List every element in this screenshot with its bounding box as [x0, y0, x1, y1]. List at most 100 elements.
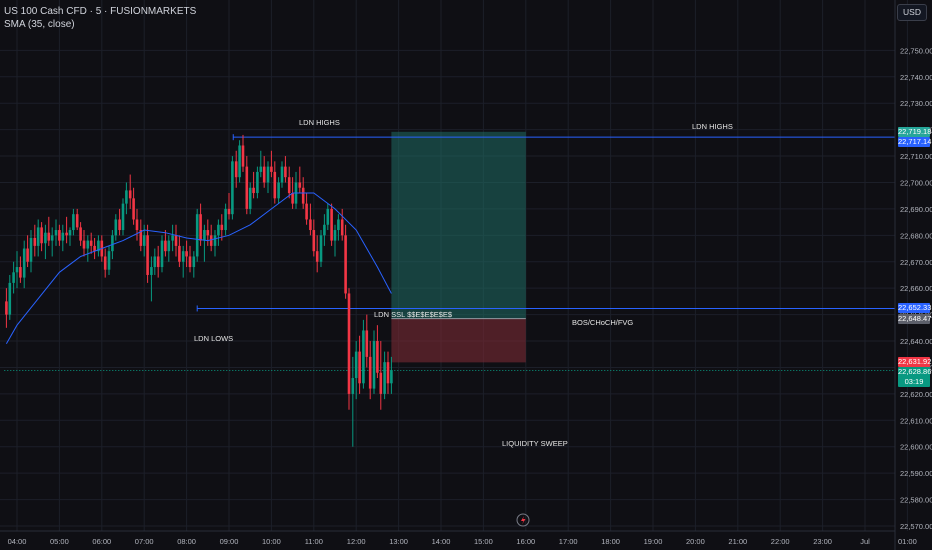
- candle: [333, 224, 337, 257]
- price-label-value: 22,628.86: [898, 367, 932, 377]
- candle: [171, 224, 174, 252]
- candle: [238, 140, 241, 183]
- candle-body: [351, 378, 355, 394]
- price-label: 22,648.47: [898, 313, 932, 324]
- candle-body: [195, 214, 199, 257]
- candle-body: [252, 187, 255, 194]
- y-tick-label: 22,700.00: [900, 178, 932, 187]
- candle-body: [33, 237, 37, 246]
- candle: [199, 203, 202, 246]
- candle-body: [241, 145, 245, 167]
- candle-body: [248, 187, 252, 209]
- annotation-ldn-lows: LDN LOWS: [194, 334, 234, 343]
- candle: [93, 237, 96, 260]
- candle-body: [178, 245, 181, 262]
- candle-body: [386, 362, 390, 384]
- position-zones: [391, 131, 526, 363]
- price-label-value: 22,631.92: [898, 357, 932, 367]
- candle-body: [79, 227, 82, 241]
- candle: [284, 156, 287, 183]
- candle-body: [231, 161, 234, 215]
- price-label-value: 22,652.33: [898, 303, 932, 313]
- price-label: 22,717.14: [898, 136, 932, 147]
- horizontal-levels: [4, 134, 895, 371]
- x-tick-label: 01:00: [898, 537, 917, 546]
- candle: [298, 166, 302, 194]
- candle: [47, 216, 51, 246]
- price-label-value: 22,648.47: [898, 313, 932, 323]
- candle-body: [262, 166, 266, 183]
- candle: [368, 341, 372, 400]
- candle-body: [160, 240, 164, 268]
- candle: [19, 256, 22, 283]
- candle-body: [188, 256, 192, 268]
- candle-body: [266, 166, 270, 183]
- candle-body: [284, 166, 287, 178]
- candle-body: [199, 214, 202, 241]
- candle-body: [209, 235, 213, 246]
- candle: [203, 224, 206, 262]
- candle: [58, 224, 61, 246]
- candle: [103, 248, 107, 278]
- candle-body: [273, 171, 277, 199]
- candle-body: [234, 161, 238, 178]
- candle: [146, 224, 149, 283]
- candle: [82, 230, 86, 257]
- candle: [118, 208, 121, 236]
- price-label: 22,652.33: [898, 303, 932, 314]
- candle: [153, 248, 157, 275]
- candle-body: [372, 341, 376, 389]
- price-label-value: 22,717.14: [898, 136, 932, 146]
- candle-body: [347, 293, 351, 394]
- candle: [326, 203, 330, 231]
- candle: [40, 222, 43, 252]
- y-tick-label: 22,680.00: [900, 231, 932, 240]
- candle-body: [135, 219, 139, 231]
- y-tick-label: 22,660.00: [900, 284, 932, 293]
- candle-body: [36, 227, 40, 246]
- x-tick-label: 09:00: [220, 537, 239, 546]
- candle-body: [89, 240, 93, 246]
- candle-body: [213, 235, 217, 246]
- candle-body: [245, 166, 249, 209]
- candle: [150, 256, 153, 302]
- candle: [287, 166, 291, 199]
- x-tick-label: 20:00: [686, 537, 705, 546]
- candle-body: [224, 208, 227, 231]
- candle-body: [368, 356, 372, 389]
- candle: [54, 219, 58, 246]
- candle: [231, 156, 234, 220]
- candle-body: [114, 219, 118, 236]
- candle-body: [192, 256, 196, 268]
- symbol-title[interactable]: US 100 Cash CFD · 5 · FUSIONMARKETS: [4, 6, 197, 17]
- candle-body: [68, 230, 72, 236]
- candle: [273, 161, 277, 204]
- candle-body: [259, 166, 263, 172]
- candle-body: [111, 235, 114, 252]
- candle: [351, 356, 355, 447]
- candle: [347, 288, 351, 410]
- candle: [379, 341, 383, 410]
- candle: [139, 219, 143, 252]
- candle: [192, 251, 196, 278]
- price-label: 22,628.86 03:19: [898, 367, 932, 388]
- candle-body: [323, 224, 326, 236]
- y-tick-label: 22,710.00: [900, 152, 932, 161]
- y-tick-label: 22,640.00: [900, 337, 932, 346]
- lightning-icon[interactable]: [516, 513, 530, 527]
- candle: [337, 214, 340, 241]
- candle: [259, 150, 263, 178]
- candle-body: [26, 248, 29, 262]
- candle-body: [256, 171, 259, 194]
- candle: [132, 187, 135, 225]
- candle-body: [227, 208, 231, 215]
- candle: [270, 150, 273, 178]
- candle-body: [40, 227, 43, 244]
- currency-button[interactable]: USD: [897, 4, 927, 21]
- candle-body: [139, 230, 143, 246]
- candle: [68, 227, 72, 246]
- candle: [362, 319, 365, 389]
- indicator-label[interactable]: SMA (35, close): [4, 19, 75, 30]
- candle: [128, 174, 132, 209]
